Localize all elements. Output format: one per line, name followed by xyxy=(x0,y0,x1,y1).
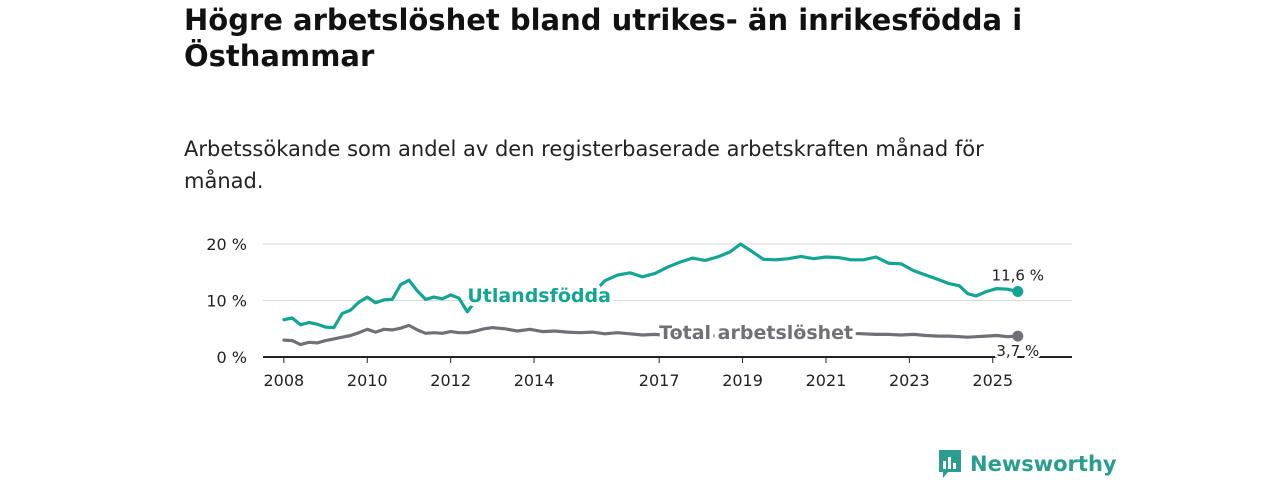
x-tick-label: 2023 xyxy=(889,371,930,390)
series-labels: Utlandsfödda Total arbetslöshet 11,6 % 3,7 … xyxy=(463,264,1046,363)
chart-title: Högre arbetslöshet bland utrikes- än inr… xyxy=(184,3,1023,73)
series-label-total: Total arbetslöshet xyxy=(659,322,853,344)
x-tick-label: 2021 xyxy=(806,371,847,390)
y-tick-label: 0 % xyxy=(217,348,247,367)
grid-lines xyxy=(263,243,1072,358)
end-point-total xyxy=(1012,330,1024,342)
x-tick-label: 2012 xyxy=(430,371,471,390)
series-label-utlandsfodda: Utlandsfödda xyxy=(467,285,611,307)
series-lines xyxy=(282,242,1024,347)
newsworthy-logo: Newsworthy xyxy=(937,447,1117,481)
line-chart: 2008 2010 2012 2014 2017 2019 2021 2023 2025 0 %… xyxy=(206,235,1072,390)
x-axis: 2008 2010 2012 2014 2017 2019 2021 2023 2025 xyxy=(263,357,1013,390)
y-axis: 0 % 10 % 20 % xyxy=(206,235,247,367)
x-tick-label: 2019 xyxy=(722,371,763,390)
end-label-utlandsfodda: 11,6 % xyxy=(992,266,1044,284)
newsworthy-logo-text: Newsworthy xyxy=(970,452,1117,476)
end-point-utlandsfodda xyxy=(1012,285,1024,297)
x-tick-label: 2025 xyxy=(972,371,1013,390)
chart-subtitle: Arbetssökande som andel av den registerb… xyxy=(184,137,984,193)
x-tick-label: 2017 xyxy=(639,371,680,390)
x-tick-label: 2008 xyxy=(263,371,304,390)
end-label-total: 3,7 % xyxy=(996,342,1039,360)
series-line-total xyxy=(282,323,1020,347)
y-tick-label: 20 % xyxy=(206,235,247,254)
y-tick-label: 10 % xyxy=(206,292,247,311)
x-tick-label: 2014 xyxy=(514,371,555,390)
newsworthy-logo-icon xyxy=(939,450,961,478)
series-line-utlandsfodda xyxy=(282,242,1020,330)
x-tick-label: 2010 xyxy=(347,371,388,390)
